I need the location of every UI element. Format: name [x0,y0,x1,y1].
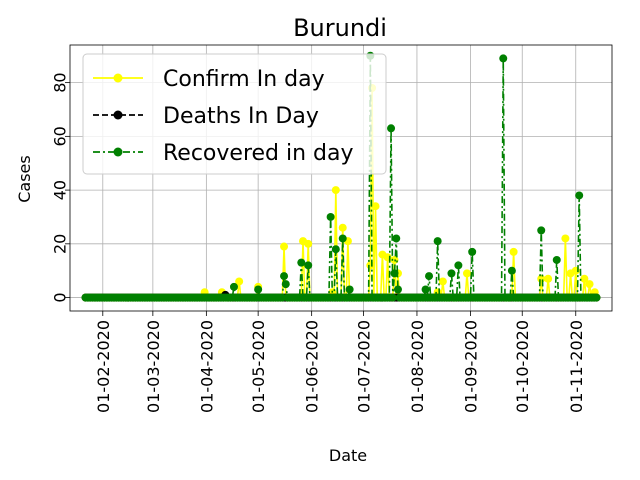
data-point [468,247,477,256]
data-point [281,280,290,289]
legend-entry: Confirm In day [93,67,325,92]
x-tick-label: 01-07-2020 [354,320,373,413]
data-point [509,247,518,256]
x-tick-label: 01-09-2020 [461,320,480,413]
data-point [304,239,313,248]
y-tick-label: 80 [51,72,70,92]
data-point [580,274,589,283]
x-tick-label: 01-03-2020 [144,320,163,413]
y-axis-label: Cases [15,155,34,203]
series-3 [81,51,601,302]
data-point [280,242,289,251]
y-tick-label: 0 [51,292,70,302]
y-tick-label: 40 [51,180,70,200]
legend-entry: Recovered in day [93,141,354,166]
data-point [537,226,546,235]
data-point [338,234,347,243]
x-tick-label: 01-04-2020 [197,320,216,413]
data-point [345,285,354,294]
data-point [454,261,463,270]
data-point [433,237,442,246]
data-point [438,277,447,286]
data-point [390,269,399,278]
data-point [387,124,396,133]
data-point [393,285,402,294]
data-point [326,212,335,221]
data-point [561,234,570,243]
legend-entry: Deaths In Day [93,104,319,129]
data-point [552,255,561,264]
legend-marker [113,73,123,83]
data-point [388,293,397,302]
data-point [507,266,516,275]
data-point [331,186,340,195]
legend-marker [113,147,123,157]
data-point [592,293,601,302]
data-point [229,282,238,291]
x-tick-label: 01-06-2020 [303,320,322,413]
data-point [338,223,347,232]
x-tick-labels: 01-02-2020 01-03-2020 01-04-2020 01-05-2020… [94,320,586,413]
x-tick-label: 01-08-2020 [408,320,427,413]
data-point [425,272,434,281]
data-point [421,285,430,294]
legend-label: Confirm In day [163,67,325,92]
data-point [575,191,584,200]
data-point [544,274,553,283]
legend-marker [113,110,123,120]
data-point [235,277,244,286]
data-point [280,272,289,281]
legend-label: Deaths In Day [163,104,319,129]
data-point [371,202,380,211]
data-point [499,54,508,63]
legend-label: Recovered in day [163,141,354,166]
x-axis-label: Date [329,446,367,465]
y-tick-label: 20 [51,234,70,254]
y-tick-labels: 0 20 40 60 80 [51,72,70,302]
x-tick-label: 01-10-2020 [513,320,532,413]
x-tick-label: 01-11-2020 [567,320,586,413]
data-point [366,261,375,270]
legend-box [82,53,387,175]
data-point [331,245,340,254]
data-point [537,274,546,283]
series-layer [81,51,601,302]
data-point [254,285,263,294]
y-tick-label: 60 [51,126,70,146]
data-point [392,234,401,243]
x-tick-label: 01-02-2020 [94,320,113,413]
data-point [304,261,313,270]
data-point [463,269,472,278]
data-point [297,258,306,267]
data-point [585,280,594,289]
legend: Confirm In day Deaths In Day Recovered in … [82,53,387,175]
x-tick-label: 01-05-2020 [249,320,268,413]
data-point [447,269,456,278]
axes [65,44,613,316]
chart-title: Burundi [293,14,387,42]
plot-frame [69,44,613,312]
